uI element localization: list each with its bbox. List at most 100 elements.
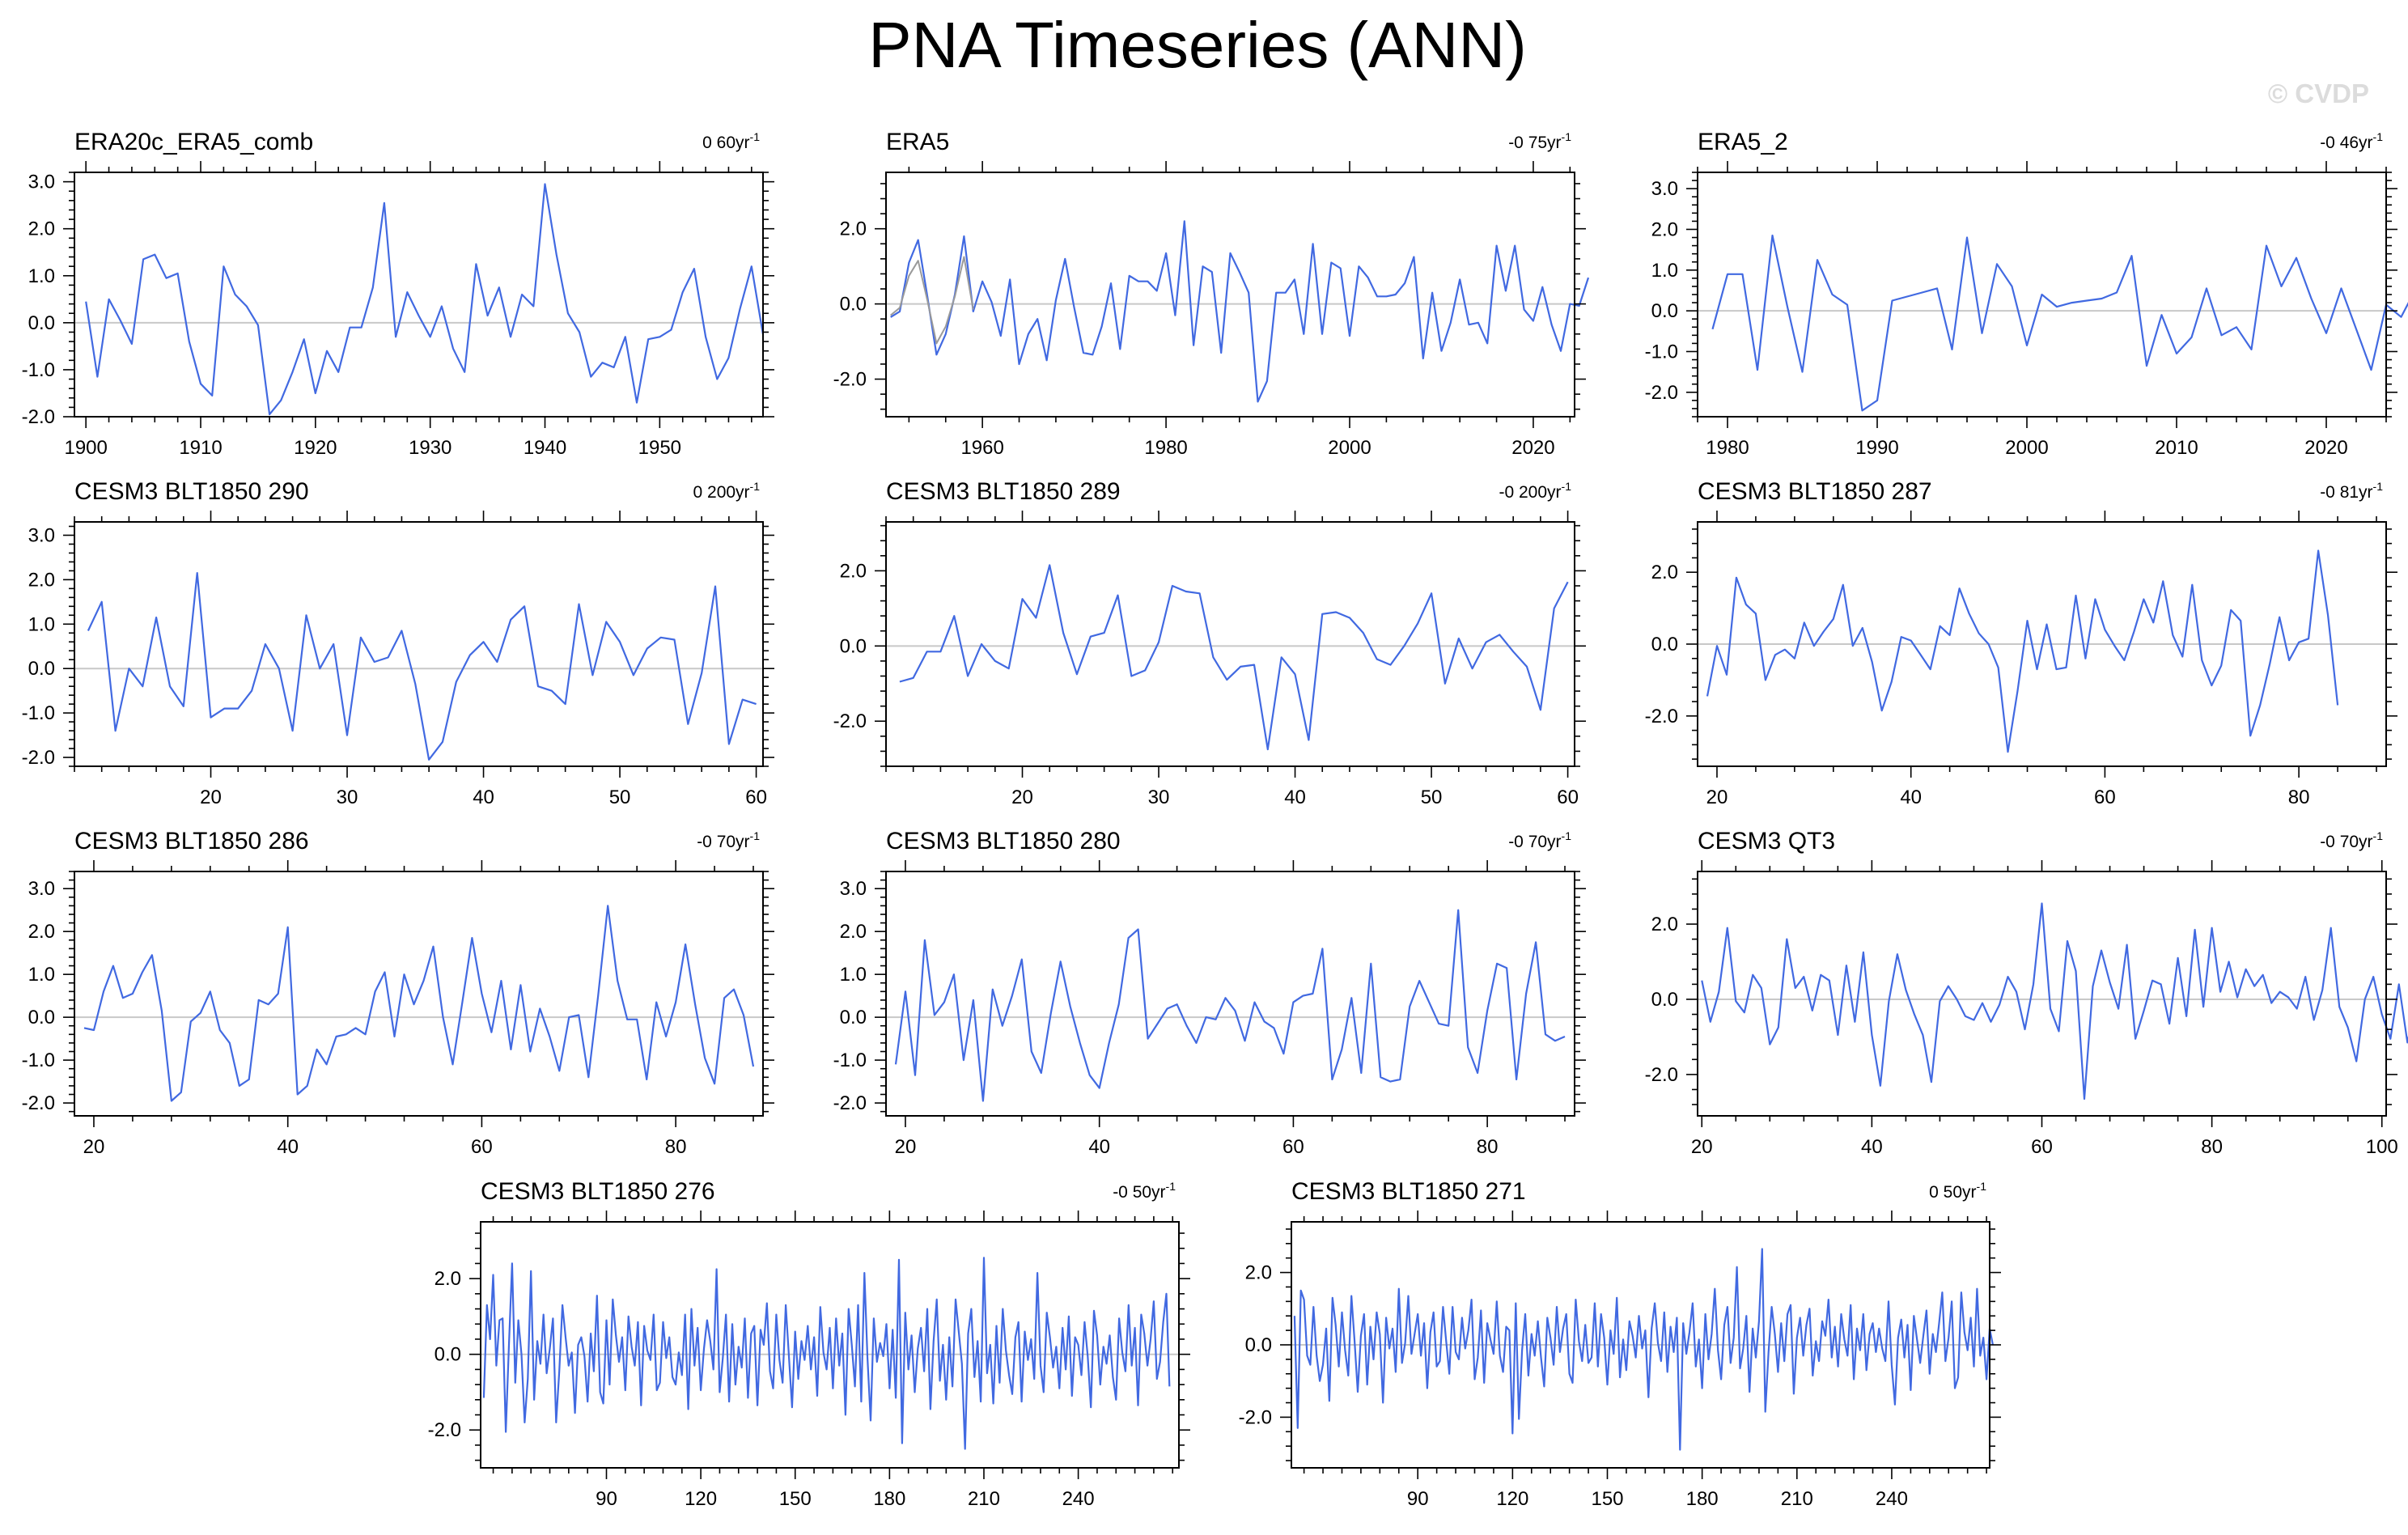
trend-value: -0 70yr: [1508, 833, 1561, 851]
trend-label: -0 75yr-1: [1508, 130, 1571, 152]
y-tick-label: -1.0: [22, 702, 55, 724]
timeseries-panel: CESM3 BLT1850 287 -0 81yr-1 20 40 60 80 -2.0 0.…: [1645, 478, 2397, 808]
trend-value: -0 70yr: [2320, 833, 2372, 851]
y-tick-label: 3.0: [840, 878, 867, 900]
panel-title: CESM3 BLT1850 290: [74, 478, 309, 505]
x-tick-label: 2020: [1511, 437, 1554, 459]
x-tick-label: 150: [1591, 1488, 1623, 1510]
x-tick-label: 40: [1900, 787, 1922, 808]
trend-label: 0 60yr-1: [702, 130, 760, 152]
x-tick-label: 1930: [409, 437, 451, 459]
y-tick-label: -2.0: [22, 406, 55, 428]
y-tick-label: -2.0: [833, 710, 867, 732]
y-tick-label: -2.0: [1645, 382, 1678, 404]
y-tick-label: 0.0: [1651, 989, 1678, 1011]
y-tick-label: 2.0: [435, 1268, 461, 1290]
trend-value: 0 200yr: [693, 483, 750, 502]
series-line: [1706, 549, 2339, 753]
x-tick-label: 240: [1876, 1488, 1908, 1510]
x-tick-label: 120: [1496, 1488, 1528, 1510]
x-tick-label: 20: [895, 1136, 917, 1158]
timeseries-panel: CESM3 BLT1850 289 -0 200yr-1 20 30 40 50 60 -2.…: [833, 478, 1586, 808]
x-tick-label: 20: [1706, 787, 1728, 808]
timeseries-panel: ERA5 -0 75yr-1 1960 1980 2000 2020 -2.0 0.0 2.0: [833, 129, 1590, 459]
y-tick-label: 0.0: [435, 1344, 461, 1366]
timeseries-panel: ERA20c_ERA5_comb 0 60yr-1 1900 1910 1920 1930…: [22, 129, 774, 459]
watermark: © CVDP: [2268, 78, 2369, 108]
trend-exponent: -1: [2373, 480, 2384, 493]
trend-label: -0 70yr-1: [2320, 829, 2383, 851]
timeseries-panel: CESM3 BLT1850 286 -0 70yr-1 20 40 60 80 -2.0 -1…: [22, 828, 774, 1158]
trend-label: -0 70yr-1: [1508, 829, 1571, 851]
y-tick-label: -2.0: [22, 747, 55, 769]
series-line: [482, 1257, 1171, 1450]
series-line: [87, 571, 757, 761]
y-tick-label: 0.0: [28, 1007, 55, 1028]
trend-label: 0 50yr-1: [1929, 1180, 1986, 1202]
y-tick-label: 2.0: [1651, 914, 1678, 935]
x-tick-label: 210: [968, 1488, 1000, 1510]
x-tick-label: 30: [337, 787, 358, 808]
x-tick-label: 40: [1284, 787, 1306, 808]
y-tick-label: -1.0: [1645, 341, 1678, 363]
x-tick-label: 40: [1088, 1136, 1110, 1158]
trend-exponent: -1: [750, 829, 761, 842]
series-line: [1293, 1248, 1994, 1451]
trend-label: -0 70yr-1: [697, 829, 760, 851]
y-tick-label: 2.0: [1651, 218, 1678, 240]
timeseries-panel: CESM3 BLT1850 290 0 200yr-1 20 30 40 50 60 -2.0…: [22, 478, 774, 808]
trend-value: -0 50yr: [1113, 1183, 1165, 1202]
plot-frame: [885, 172, 1575, 418]
y-tick-label: 3.0: [28, 172, 55, 193]
x-tick-label: 60: [745, 787, 767, 808]
timeseries-panel: CESM3 BLT1850 280 -0 70yr-1 20 40 60 80 -2.0 -1…: [833, 828, 1586, 1158]
panel-title: ERA5: [886, 129, 949, 155]
x-tick-label: 60: [471, 1136, 493, 1158]
x-tick-label: 90: [596, 1488, 617, 1510]
panel-title: CESM3 BLT1850 289: [886, 478, 1121, 505]
x-tick-label: 50: [1421, 787, 1443, 808]
y-tick-label: 3.0: [28, 524, 55, 546]
x-tick-label: 40: [1861, 1136, 1883, 1158]
x-tick-label: 1980: [1706, 437, 1749, 459]
x-tick-label: 1990: [1855, 437, 1898, 459]
x-tick-label: 90: [1407, 1488, 1429, 1510]
trend-value: -0 81yr: [2320, 483, 2372, 502]
y-tick-label: 2.0: [840, 921, 867, 943]
series-line: [1711, 234, 2408, 412]
x-tick-label: 2000: [2005, 437, 2048, 459]
x-tick-label: 2020: [2304, 437, 2347, 459]
x-tick-label: 1960: [960, 437, 1003, 459]
x-tick-label: 80: [2288, 787, 2310, 808]
trend-value: -0 46yr: [2320, 134, 2372, 152]
x-tick-label: 180: [1686, 1488, 1719, 1510]
plot-frame: [74, 871, 764, 1117]
y-tick-label: 2.0: [840, 560, 867, 582]
panel-title: ERA20c_ERA5_comb: [74, 129, 313, 155]
trend-value: -0 200yr: [1499, 483, 1562, 502]
y-tick-label: 2.0: [840, 218, 867, 240]
y-tick-label: -2.0: [1645, 706, 1678, 727]
x-tick-label: 20: [1011, 787, 1033, 808]
x-tick-label: 210: [1781, 1488, 1813, 1510]
y-tick-label: 2.0: [28, 569, 55, 591]
x-tick-label: 150: [779, 1488, 812, 1510]
trend-label: -0 46yr-1: [2320, 130, 2383, 152]
secondary-series-line: [890, 256, 974, 345]
series-line: [890, 220, 1590, 403]
y-tick-label: 0.0: [840, 294, 867, 316]
y-tick-label: 0.0: [28, 658, 55, 680]
panel-title: CESM3 BLT1850 280: [886, 828, 1121, 854]
trend-exponent: -1: [750, 480, 761, 493]
x-tick-label: 80: [1477, 1136, 1499, 1158]
x-tick-label: 40: [277, 1136, 299, 1158]
y-tick-label: 0.0: [1651, 634, 1678, 655]
trend-exponent: -1: [1977, 1180, 1987, 1193]
panel-title: CESM3 BLT1850 286: [74, 828, 309, 854]
trend-exponent: -1: [750, 130, 761, 143]
timeseries-panel: ERA5_2 -0 46yr-1 1980 1990 2000 2010 2020 -2.0 -…: [1645, 129, 2408, 459]
y-tick-label: 3.0: [1651, 178, 1678, 200]
y-tick-label: -2.0: [22, 1092, 55, 1114]
trend-exponent: -1: [2373, 829, 2384, 842]
